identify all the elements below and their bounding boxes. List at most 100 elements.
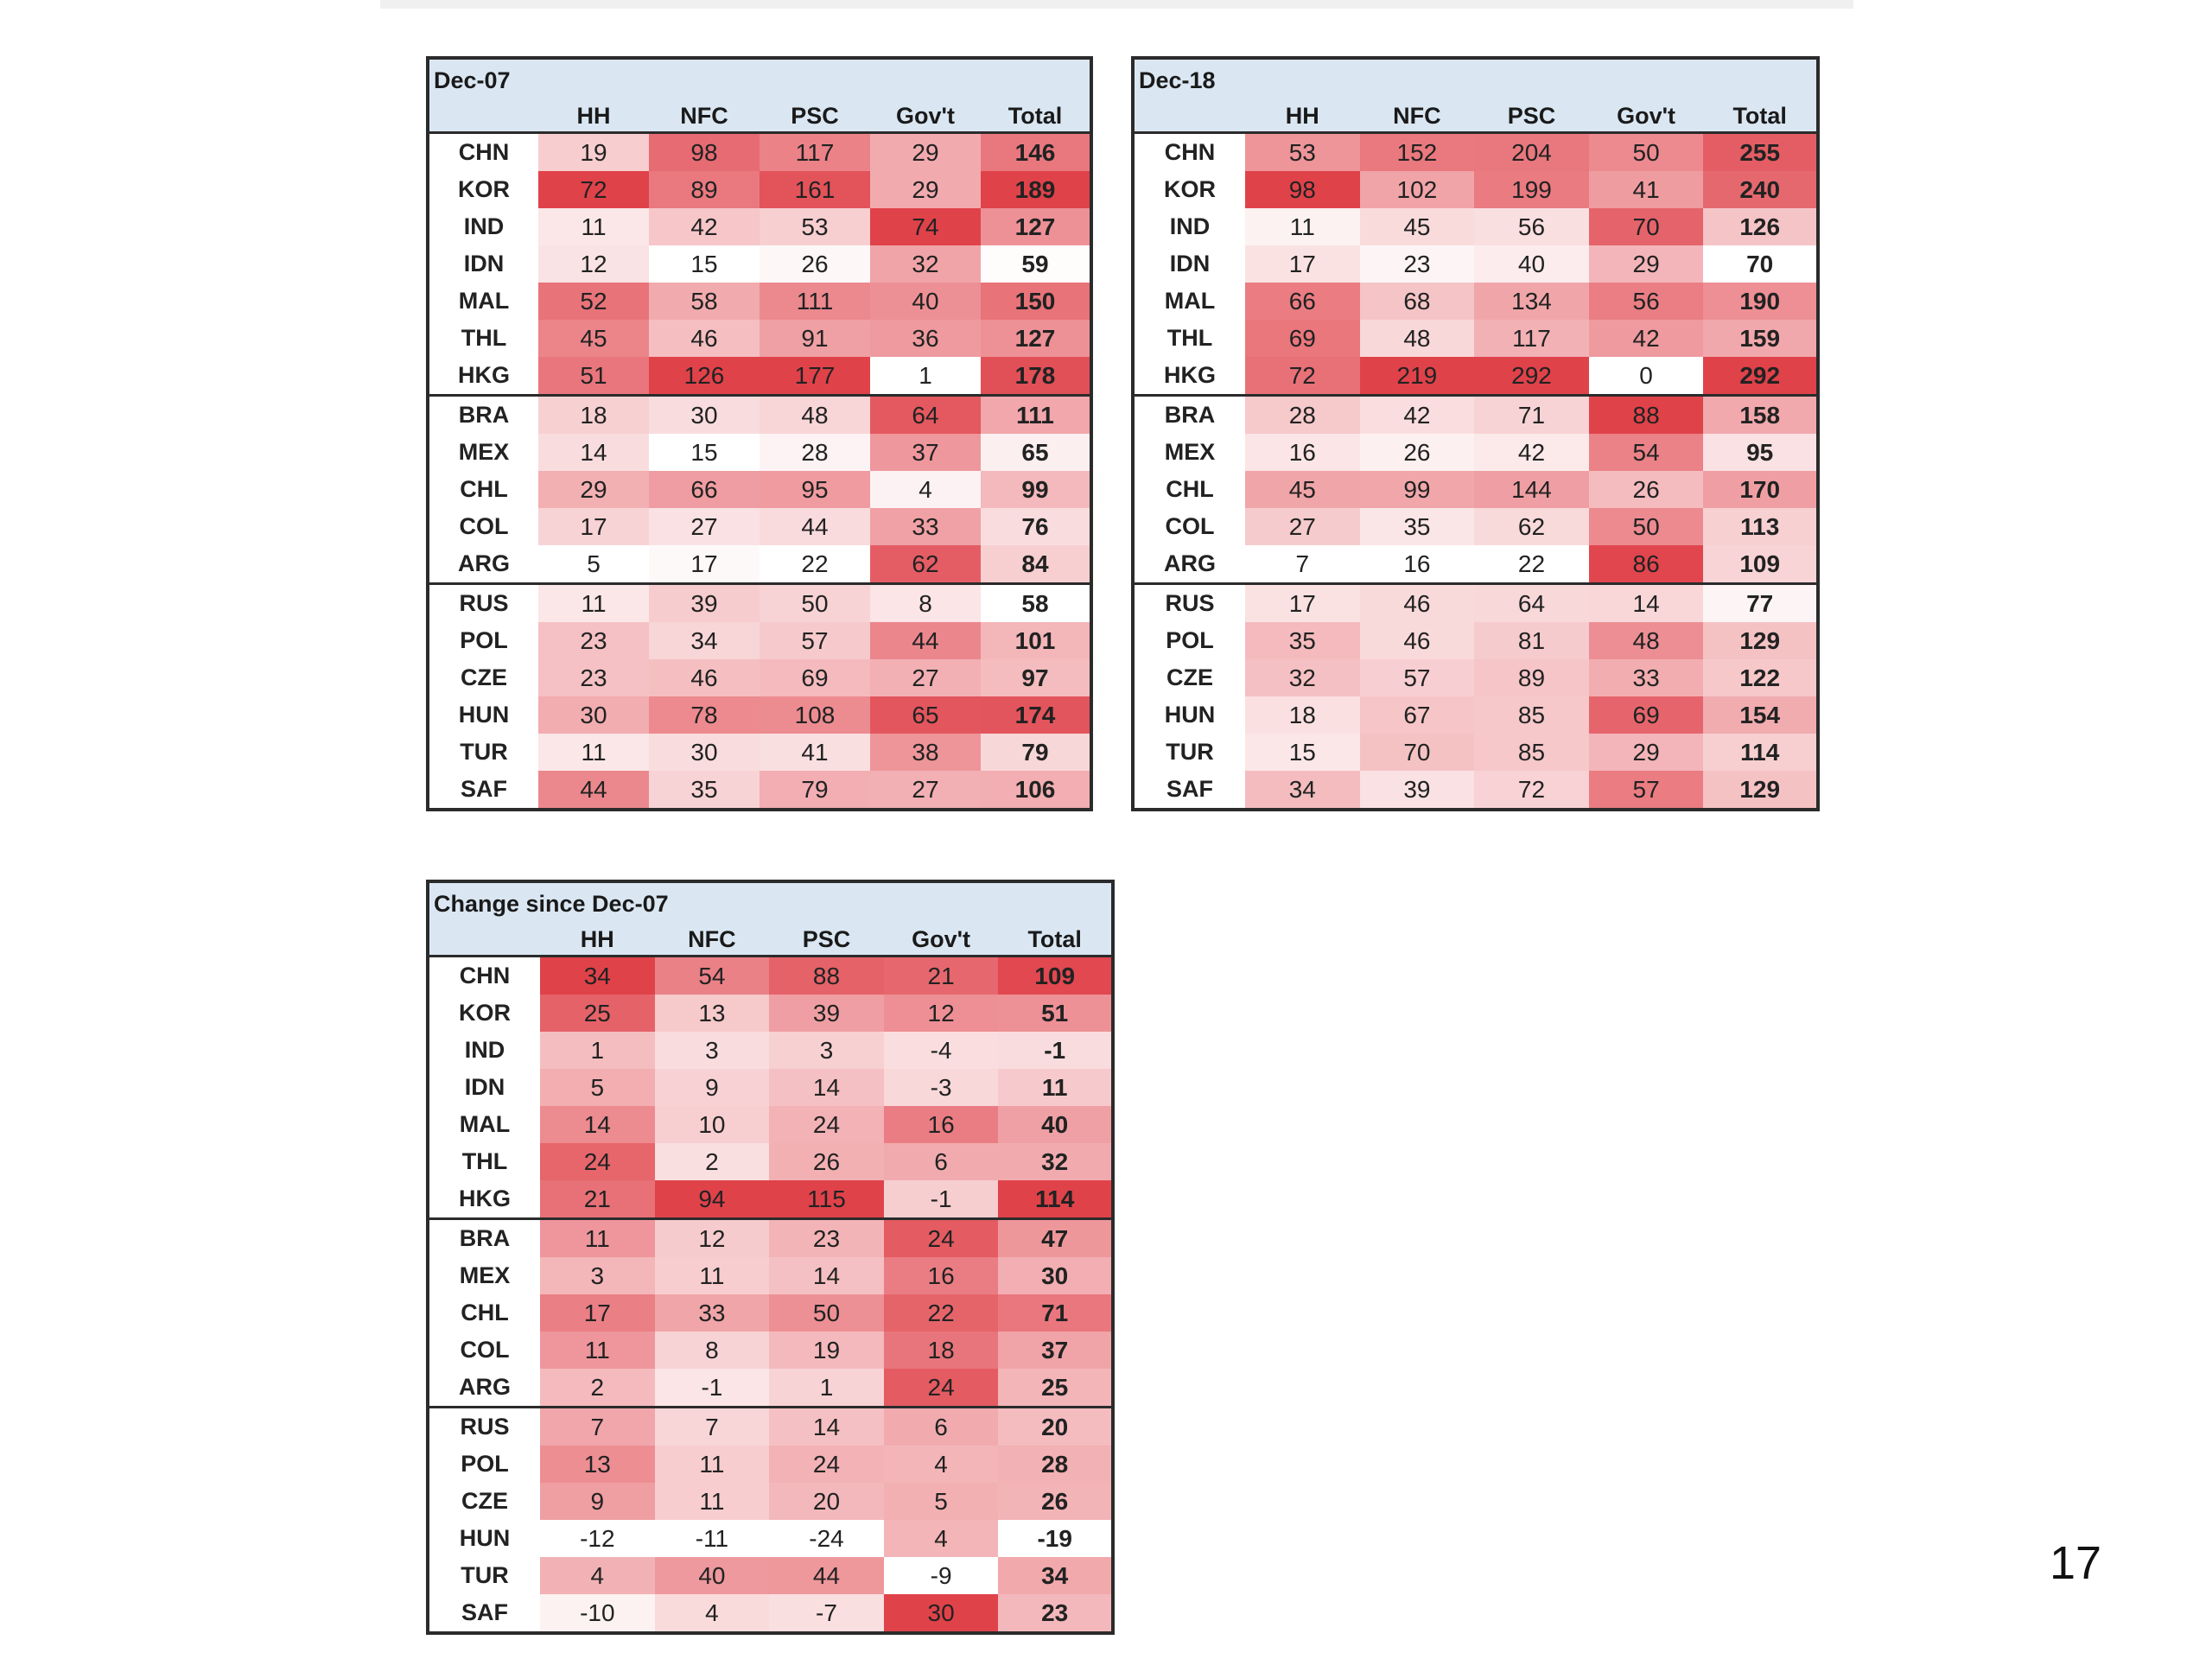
heatmap-cell: 7	[540, 1406, 655, 1446]
row-label: TUR	[428, 1557, 540, 1594]
heatmap-cell: 46	[1359, 622, 1475, 659]
row-label: IDN	[428, 245, 538, 283]
heatmap-cell: 161	[760, 171, 870, 208]
heatmap-cell: 81	[1474, 622, 1589, 659]
table-row: CZE 23 46 69 27 97	[428, 659, 1091, 696]
heatmap-cell: 45	[1359, 208, 1475, 245]
table-row: POL 13 11 24 4 28	[428, 1446, 1113, 1483]
column-header-row: HH NFC PSC Gov't Total	[428, 94, 1091, 133]
heatmap-cell: 24	[883, 1369, 999, 1408]
heatmap-cell: 109	[998, 955, 1113, 995]
heatmap-cell: 108	[760, 696, 870, 734]
heatmap-cell: 14	[769, 1406, 884, 1446]
heatmap-cell: 109	[1703, 545, 1818, 584]
heatmap-cell: 11	[538, 208, 649, 245]
heatmap-cell: 19	[538, 131, 649, 171]
heatmap-cell: 111	[760, 283, 870, 320]
column-header: Gov't	[870, 94, 981, 133]
heatmap-cell: 29	[870, 171, 981, 208]
heatmap-cell: 91	[760, 320, 870, 357]
table-row: RUS 17 46 64 14 77	[1133, 582, 1818, 622]
heatmap-cell: 62	[870, 545, 981, 584]
heatmap-cell: 2	[654, 1143, 770, 1180]
heatmap-cell: 11	[654, 1446, 770, 1483]
heatmap-cell: 24	[540, 1143, 655, 1180]
heatmap-cell: -9	[883, 1557, 999, 1594]
row-label: ARG	[428, 1369, 540, 1408]
heatmap-cell: 51	[538, 357, 649, 396]
table-row: MEX 14 15 28 37 65	[428, 434, 1091, 471]
row-label: MAL	[428, 283, 538, 320]
heatmap-cell: 14	[769, 1257, 884, 1294]
heatmap-cell: 64	[1474, 582, 1589, 622]
row-label: COL	[428, 1332, 540, 1369]
column-header: Total	[981, 94, 1091, 133]
table-row: MEX 3 11 14 16 30	[428, 1257, 1113, 1294]
heatmap-cell: 15	[649, 434, 760, 471]
heatmap-cell: 1	[540, 1032, 655, 1069]
row-label-header	[428, 918, 540, 957]
heatmap-cell: 8	[870, 582, 981, 622]
heatmap-cell: -4	[883, 1032, 999, 1069]
table-row: CZE 9 11 20 5 26	[428, 1483, 1113, 1520]
column-header: Gov't	[1588, 94, 1704, 133]
heatmap-cell: 29	[538, 471, 649, 508]
row-label: POL	[428, 622, 538, 659]
heatmap-cell: 72	[1245, 357, 1360, 396]
heatmap-cell: 117	[1474, 320, 1589, 357]
row-label: COL	[428, 508, 538, 545]
heatmap-cell: 94	[654, 1180, 770, 1219]
row-label: MEX	[428, 434, 538, 471]
heatmap-cell: 11	[1245, 208, 1360, 245]
row-label: RUS	[428, 582, 538, 622]
table-row: HKG 72 219 292 0 292	[1133, 357, 1818, 396]
heatmap-cell: 35	[649, 771, 760, 810]
heatmap-cell: 5	[538, 545, 649, 584]
heatmap-cell: 57	[1588, 771, 1704, 810]
table-row: ARG 5 17 22 62 84	[428, 545, 1091, 584]
heatmap-cell: 88	[769, 955, 884, 995]
heatmap-cell: 146	[981, 131, 1091, 171]
heatmap-cell: 98	[1245, 171, 1360, 208]
table-row: KOR 72 89 161 29 189	[428, 171, 1091, 208]
row-label: SAF	[428, 771, 538, 810]
heatmap-cell: 27	[649, 508, 760, 545]
heatmap-cell: 106	[981, 771, 1091, 810]
heatmap-cell: 37	[870, 434, 981, 471]
heatmap-cell: 46	[1359, 582, 1475, 622]
heatmap-cell: 29	[1588, 734, 1704, 771]
table-row: CHN 19 98 117 29 146	[428, 131, 1091, 171]
heatmap-cell: 177	[760, 357, 870, 396]
row-label: CZE	[428, 659, 538, 696]
heatmap-cell: 25	[540, 995, 655, 1032]
heatmap-cell: -10	[540, 1594, 655, 1633]
heatmap-cell: 114	[1703, 734, 1818, 771]
heatmap-cell: 174	[981, 696, 1091, 734]
heatmap-cell: 85	[1474, 734, 1589, 771]
row-label: CZE	[428, 1483, 540, 1520]
row-label: POL	[428, 1446, 540, 1483]
heatmap-cell: 22	[1474, 545, 1589, 584]
heatmap-cell: 16	[883, 1106, 999, 1143]
heatmap-cell: 122	[1703, 659, 1818, 696]
heatmap-cell: 11	[654, 1483, 770, 1520]
table-row: BRA 18 30 48 64 111	[428, 394, 1091, 434]
heatmap-cell: 22	[883, 1294, 999, 1332]
heatmap-cell: 14	[1588, 582, 1704, 622]
table-row: MEX 16 26 42 54 95	[1133, 434, 1818, 471]
heatmap-cell: 102	[1359, 171, 1475, 208]
row-label: BRA	[1133, 394, 1245, 434]
heatmap-cell: 72	[1474, 771, 1589, 810]
heatmap-cell: 4	[654, 1594, 770, 1633]
row-label: TUR	[428, 734, 538, 771]
heatmap-cell: 13	[540, 1446, 655, 1483]
heatmap-cell: 4	[883, 1520, 999, 1557]
heatmap-cell: 14	[540, 1106, 655, 1143]
heatmap-cell: 50	[1588, 131, 1704, 171]
heatmap-cell: 57	[1359, 659, 1475, 696]
heatmap-cell: 12	[538, 245, 649, 283]
table-row: IDN 17 23 40 29 70	[1133, 245, 1818, 283]
heatmap-cell: 33	[870, 508, 981, 545]
column-header: PSC	[769, 918, 884, 957]
heatmap-cell: 24	[769, 1446, 884, 1483]
